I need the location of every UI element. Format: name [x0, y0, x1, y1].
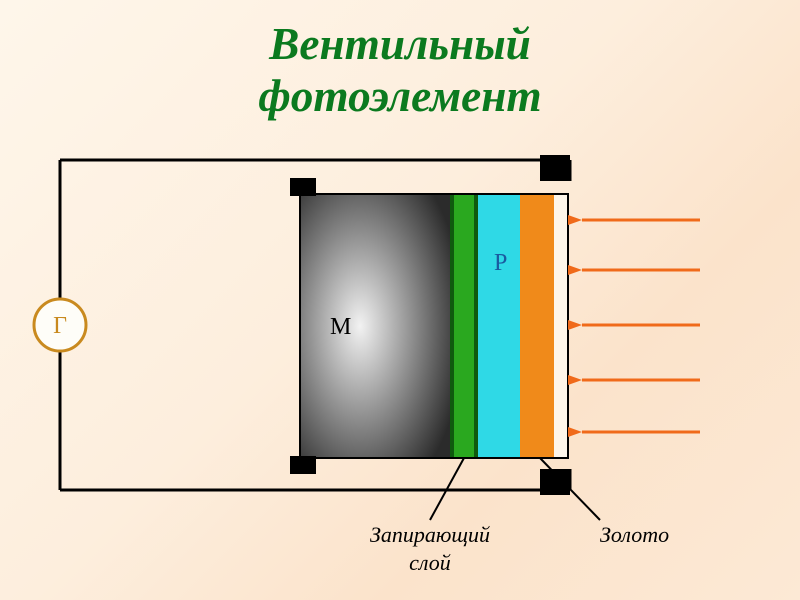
- gold-caption: Золото: [600, 522, 669, 547]
- barrier-caption-2: слой: [409, 550, 451, 575]
- contact-left-top: [290, 178, 316, 196]
- cell-right-gap: [554, 194, 568, 458]
- semiconductor-label: Р: [494, 250, 507, 276]
- semiconductor-layer: [478, 194, 520, 458]
- contact-left-bottom: [290, 456, 316, 474]
- metal-layer: [300, 194, 450, 458]
- barrier-caption-1: Запирающий: [370, 522, 490, 547]
- diagram-stage: Г М Р Запирающий слой Золото: [0, 0, 800, 600]
- contact-top: [540, 155, 570, 181]
- barrier-layer: [450, 194, 478, 458]
- galvanometer-label: Г: [53, 313, 67, 339]
- gold-layer: [520, 194, 554, 458]
- barrier-edge-l: [450, 194, 454, 458]
- metal-label: М: [330, 314, 351, 340]
- barrier-edge-r: [474, 194, 478, 458]
